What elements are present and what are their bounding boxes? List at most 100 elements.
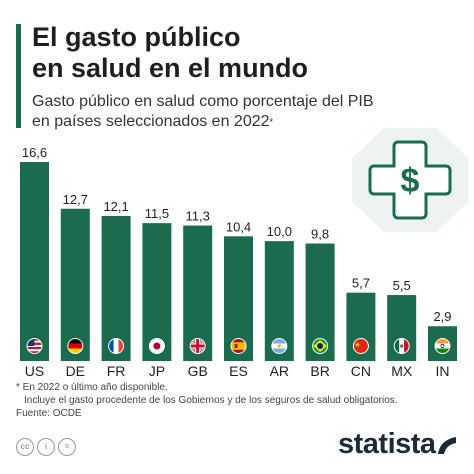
AR-flag-shapes (271, 338, 287, 354)
page-title: El gasto público en salud en el mundo (32, 22, 308, 84)
value-label-de: 12,7 (63, 192, 88, 207)
de-flag-border (67, 338, 84, 354)
bars-layer: 16,6 US 12,7 DE 12,1 FR 11,5 JP 11,3 GB 10,4 ES 10,0… (20, 145, 457, 379)
es-flag-icon (230, 338, 247, 354)
gb-flag-border (189, 338, 206, 354)
us-flag-icon (26, 338, 43, 354)
ar-band (271, 338, 287, 344)
in-band (435, 348, 450, 354)
CN-flag-shapes: ★ (353, 338, 369, 354)
us-stripe (27, 349, 42, 352)
value-label-cn: 5,7 (352, 276, 370, 291)
footnotes: * En 2022 o último año disponible. Inclu… (16, 381, 398, 420)
MX-flag-shapes (394, 338, 410, 354)
bar-group-jp: 11,5 JP (142, 206, 172, 379)
value-label-mx: 5,5 (393, 278, 411, 293)
category-label-ar: AR (270, 363, 289, 379)
footnote-scope: Incluye el gasto procedente de los Gobie… (24, 395, 398, 406)
value-label-ar: 10,0 (267, 224, 292, 239)
bar-group-ar: 10,0 AR (264, 224, 294, 379)
us-flag-border (26, 338, 43, 354)
category-label-in: IN (436, 363, 450, 379)
category-label-br: BR (310, 363, 329, 379)
statista-logo-text[interactable]: statista (338, 428, 436, 460)
de-band (67, 338, 83, 344)
es-emblem (234, 344, 238, 348)
cn-star: ★ (354, 341, 360, 349)
mx-flag-border (393, 338, 410, 354)
br-globe (317, 343, 324, 349)
bar-group-br: 9,8 BR (305, 227, 335, 379)
value-label-in: 2,9 (433, 309, 451, 324)
category-label-fr: FR (107, 363, 126, 379)
ar-flag-icon (271, 338, 288, 354)
bar-group-fr: 12,1 FR (101, 199, 131, 379)
us-canton (27, 338, 35, 346)
in-band (435, 343, 450, 349)
mx-band (404, 338, 410, 354)
footnote-source: Fuente: OCDE (16, 408, 82, 419)
JP-flag-shapes (149, 338, 165, 354)
us-stripe (27, 347, 42, 350)
BR-flag-shapes (312, 338, 328, 354)
value-label-gb: 11,3 (186, 209, 210, 224)
fr-band (118, 338, 124, 354)
jp-flag-icon (148, 338, 165, 354)
in-chakra (440, 344, 445, 348)
us-stripe (27, 351, 42, 354)
ar-sun (277, 344, 281, 348)
cn-flag-icon: ★ (352, 338, 369, 354)
mx-band (394, 338, 400, 354)
value-label-us: 16,6 (22, 145, 47, 160)
br-flag-border (312, 338, 329, 354)
attribution-icon: i (37, 438, 55, 456)
bar-de (60, 208, 90, 361)
gb-flag-icon (189, 338, 206, 354)
bar-group-in: 2,9 IN (428, 309, 457, 379)
FR-flag-shapes (108, 338, 124, 354)
in-flag-border (434, 338, 451, 354)
mx-emblem (400, 344, 404, 348)
category-label-jp: JP (149, 363, 165, 379)
mx-flag-icon (393, 338, 410, 354)
bar-us (20, 162, 49, 361)
jp-disc (153, 342, 161, 350)
bar-group-es: 10,4 ES (224, 219, 253, 379)
subtitle-line-1: Gasto público en salud como porcentaje d… (32, 93, 374, 110)
es-flag-border (230, 338, 247, 354)
value-label-jp: 11,5 (145, 206, 169, 221)
dollar-sign-icon: $ (401, 162, 420, 200)
footnote-period: * En 2022 o último año disponible. (16, 382, 168, 393)
title-line-2: en salud en el mundo (32, 53, 309, 83)
ar-flag-border (271, 338, 288, 354)
fr-band (113, 338, 119, 354)
cn-flag-border (352, 338, 369, 354)
bar-group-mx: 5,5 MX (387, 278, 417, 379)
bar-group-cn: 5,7 ★ CN (346, 276, 376, 379)
subtitle-line-2: en países seleccionados en 2022* (32, 112, 374, 132)
de-flag-icon (67, 338, 84, 354)
DE-flag-shapes (67, 338, 83, 354)
fr-flag-border (108, 338, 125, 354)
ar-band (271, 348, 287, 354)
es-band (231, 342, 246, 350)
value-label-br: 9,8 (311, 227, 329, 242)
jp-flag-border (148, 338, 165, 354)
de-band (67, 343, 83, 349)
title-accent-bar (16, 24, 21, 128)
medical-cross-dollar-icon: $ (352, 128, 468, 232)
chart-subtitle: Gasto público en salud como porcentaje d… (32, 92, 374, 132)
category-label-gb: GB (188, 363, 208, 379)
bar-group-de: 12,7 DE (60, 192, 90, 379)
statista-logo-icon (438, 437, 456, 454)
title-line-1: El gasto público (32, 22, 241, 52)
in-band (435, 338, 450, 344)
subtitle-footnote-mark: * (269, 117, 274, 127)
fr-flag-icon (108, 338, 125, 354)
category-label-cn: CN (351, 363, 371, 379)
value-label-es: 10,4 (226, 219, 251, 234)
license-icons[interactable]: cc i = (16, 438, 76, 456)
subtitle-line-2-text: en países seleccionados en 2022 (32, 113, 270, 130)
bar-group-us: 16,6 US (20, 145, 49, 379)
